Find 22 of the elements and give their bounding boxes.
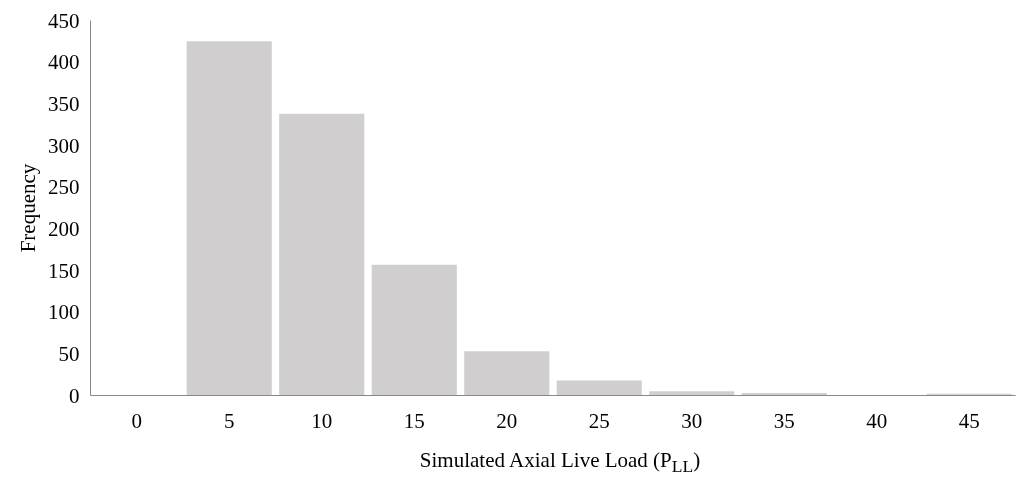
y-tick-label: 50 xyxy=(58,341,80,366)
y-tick-label: 250 xyxy=(48,175,80,200)
x-tick-label: 15 xyxy=(403,408,425,433)
x-tick-label: 0 xyxy=(131,408,142,433)
x-tick-label: 25 xyxy=(588,408,610,433)
y-tick-label: 300 xyxy=(48,133,80,158)
x-tick-label: 40 xyxy=(866,408,888,433)
y-tick-label: 200 xyxy=(48,216,80,241)
y-tick-label: 450 xyxy=(48,8,80,33)
y-tick-label: 150 xyxy=(48,258,80,283)
x-tick-label: 20 xyxy=(496,408,518,433)
x-tick-label: 45 xyxy=(958,408,980,433)
x-tick-label: 10 xyxy=(311,408,333,433)
y-axis-title: Frequency xyxy=(16,163,40,253)
x-tick-label: 5 xyxy=(224,408,235,433)
x-tick-label: 30 xyxy=(681,408,703,433)
y-tick-label: 350 xyxy=(48,91,80,116)
x-tick-label: 35 xyxy=(773,408,795,433)
x-axis-title: Simulated Axial Live Load (P$_{LL}$) xyxy=(419,447,701,478)
y-tick-label: 0 xyxy=(69,383,80,408)
y-tick-label: 400 xyxy=(48,50,80,75)
y-tick-label: 100 xyxy=(48,300,80,325)
